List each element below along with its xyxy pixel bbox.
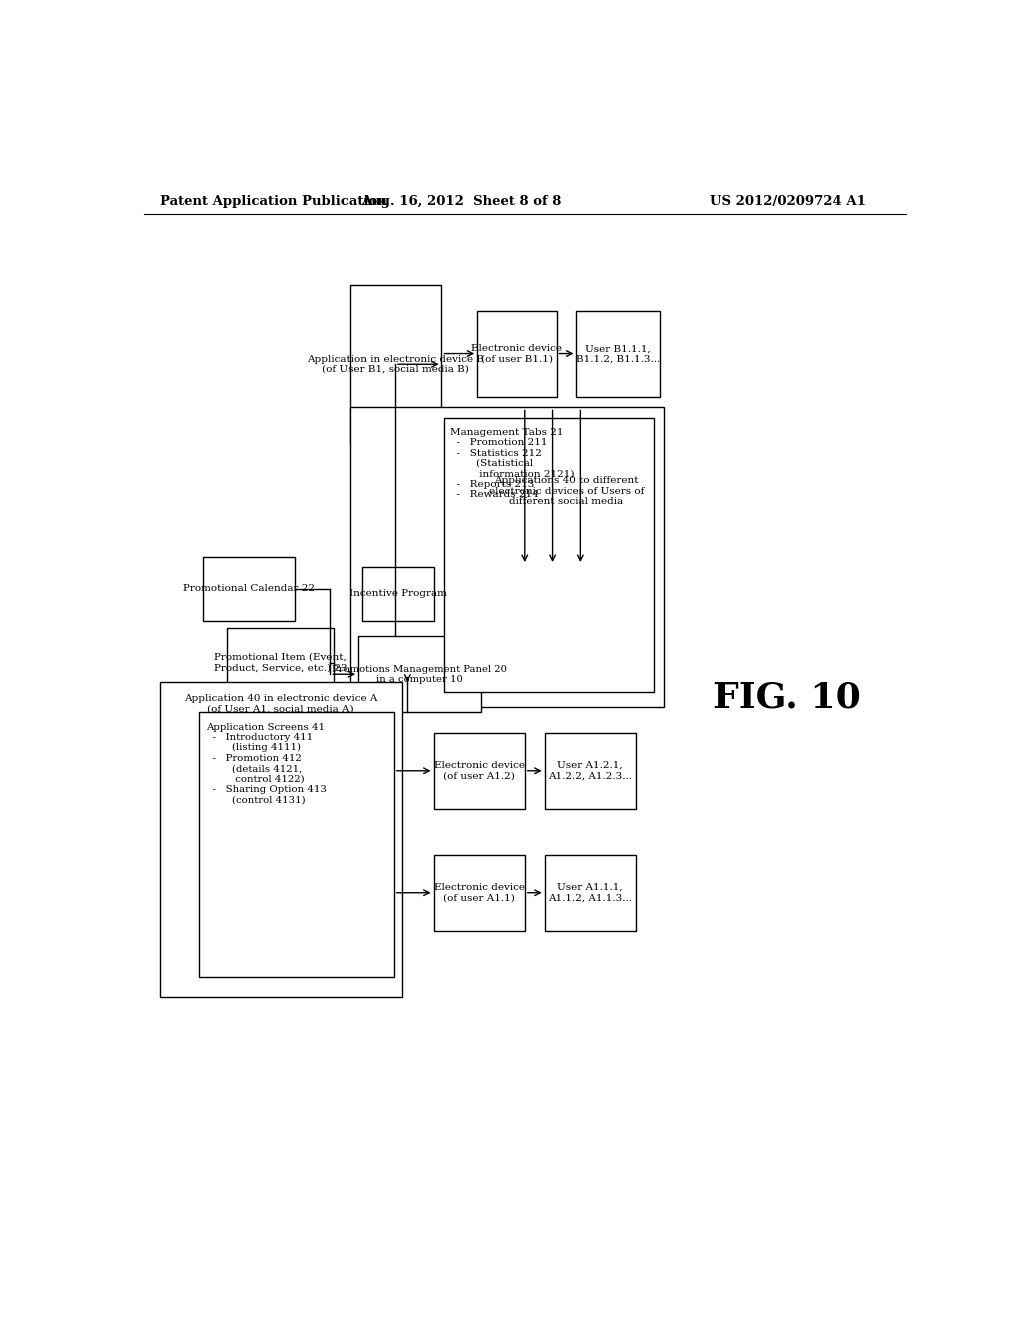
Text: Electronic device
(of user A1.1): Electronic device (of user A1.1) (434, 883, 524, 903)
FancyBboxPatch shape (160, 682, 401, 997)
FancyBboxPatch shape (433, 733, 524, 809)
Text: Promotions Management Panel 20
in a computer 10: Promotions Management Panel 20 in a comp… (332, 664, 507, 684)
FancyBboxPatch shape (477, 312, 557, 397)
FancyBboxPatch shape (545, 733, 636, 809)
FancyBboxPatch shape (227, 628, 334, 697)
Text: Management Tabs 21
  -   Promotion 211
  -   Statistics 212
        (Statistical: Management Tabs 21 - Promotion 211 - Sta… (451, 428, 574, 499)
FancyBboxPatch shape (204, 557, 295, 620)
Text: Applications 40 to different
electronic devices of Users of
different social med: Applications 40 to different electronic … (488, 477, 644, 506)
Text: Application in electronic device B
(of User B1, social media B): Application in electronic device B (of U… (307, 355, 484, 374)
Text: Application Screens 41
  -   Introductory 411
        (listing 4111)
  -   Promo: Application Screens 41 - Introductory 41… (206, 722, 327, 804)
FancyBboxPatch shape (362, 568, 433, 620)
Text: FIG. 10: FIG. 10 (713, 680, 860, 714)
Text: User B1.1.1,
B1.1.2, B1.1.3...: User B1.1.1, B1.1.2, B1.1.3... (575, 345, 660, 364)
FancyBboxPatch shape (433, 854, 524, 931)
Text: User A1.1.1,
A1.1.2, A1.1.3...: User A1.1.1, A1.1.2, A1.1.3... (548, 883, 632, 903)
FancyBboxPatch shape (350, 408, 664, 708)
Text: Electronic device
(of user B1.1): Electronic device (of user B1.1) (471, 345, 562, 364)
FancyBboxPatch shape (473, 417, 659, 565)
FancyBboxPatch shape (358, 636, 481, 713)
FancyBboxPatch shape (443, 417, 654, 692)
Text: US 2012/0209724 A1: US 2012/0209724 A1 (711, 194, 866, 207)
Text: Promotional Item (Event,
Product, Service, etc.) 23: Promotional Item (Event, Product, Servic… (214, 653, 347, 672)
Text: Promotional Calendar 22: Promotional Calendar 22 (183, 585, 315, 594)
FancyBboxPatch shape (545, 854, 636, 931)
Text: Electronic device
(of user A1.2): Electronic device (of user A1.2) (434, 762, 524, 780)
FancyBboxPatch shape (350, 285, 441, 444)
FancyBboxPatch shape (200, 713, 394, 977)
Text: Incentive Program: Incentive Program (349, 590, 446, 598)
Text: Aug. 16, 2012  Sheet 8 of 8: Aug. 16, 2012 Sheet 8 of 8 (361, 194, 561, 207)
Text: User A1.2.1,
A1.2.2, A1.2.3...: User A1.2.1, A1.2.2, A1.2.3... (548, 762, 632, 780)
FancyBboxPatch shape (577, 312, 659, 397)
Text: Patent Application Publication: Patent Application Publication (160, 194, 386, 207)
Text: Application 40 in electronic device A
(of User A1, social media A): Application 40 in electronic device A (o… (184, 694, 378, 713)
